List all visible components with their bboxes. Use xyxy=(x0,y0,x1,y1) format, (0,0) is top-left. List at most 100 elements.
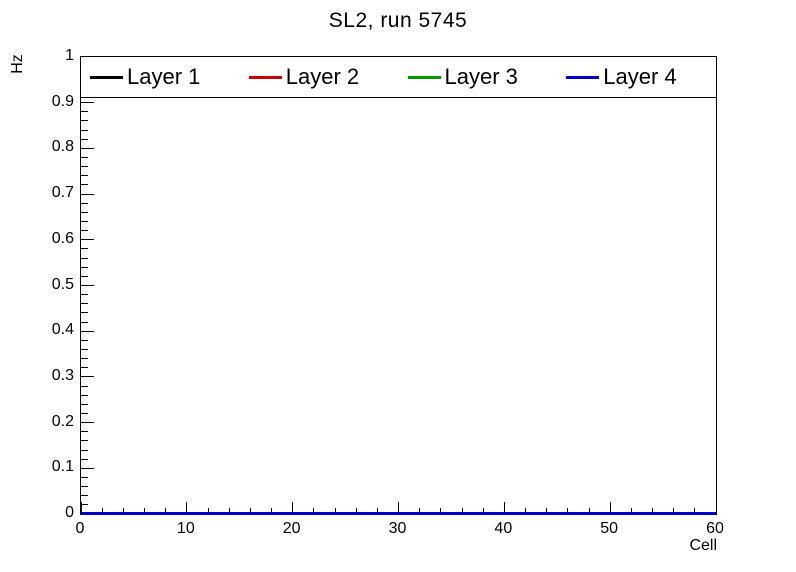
x-minor-tick xyxy=(271,508,272,514)
x-minor-tick xyxy=(249,508,251,514)
y-minor-tick xyxy=(81,339,88,341)
legend: Layer 1 Layer 2 Layer 3 Layer 4 xyxy=(80,56,717,98)
y-tick-label: 0.1 xyxy=(51,458,74,476)
y-major-tick xyxy=(81,376,94,378)
x-minor-tick xyxy=(482,508,484,514)
y-minor-tick xyxy=(81,358,88,360)
x-tick-label: 40 xyxy=(494,520,513,537)
legend-line-sample xyxy=(566,75,600,79)
y-minor-tick xyxy=(81,294,88,296)
y-minor-tick xyxy=(81,431,88,433)
x-minor-tick xyxy=(334,508,336,514)
x-minor-tick xyxy=(165,508,167,514)
x-tick-label: 50 xyxy=(600,520,619,537)
x-tick-label: 0 xyxy=(75,520,85,537)
x-minor-tick xyxy=(207,508,209,514)
legend-entry-layer-3: Layer 3 xyxy=(399,57,558,97)
y-major-tick xyxy=(81,422,94,424)
x-major-tick xyxy=(398,502,399,514)
x-tick-label: 10 xyxy=(176,520,195,537)
legend-line-sample xyxy=(248,75,282,79)
x-minor-tick xyxy=(673,508,675,514)
y-minor-tick xyxy=(81,275,88,277)
y-minor-tick xyxy=(81,321,88,323)
y-major-tick xyxy=(81,193,94,195)
y-minor-tick xyxy=(81,157,88,159)
legend-label: Layer 3 xyxy=(444,64,518,89)
x-minor-tick xyxy=(440,508,442,514)
x-axis-title: Cell xyxy=(689,537,717,554)
legend-entry-layer-1: Layer 1 xyxy=(81,57,240,97)
x-tick-label: 20 xyxy=(282,520,301,537)
legend-label: Layer 1 xyxy=(127,64,201,89)
x-major-tick xyxy=(186,502,188,514)
legend-line-sample xyxy=(407,75,441,79)
x-minor-tick xyxy=(228,508,230,514)
y-minor-tick xyxy=(81,476,88,478)
legend-label: Layer 2 xyxy=(285,64,360,89)
x-tick-label: 30 xyxy=(388,520,407,537)
legend-entry-layer-4: Layer 4 xyxy=(557,57,716,97)
y-minor-tick xyxy=(81,312,88,314)
x-minor-tick xyxy=(525,508,526,514)
x-major-tick xyxy=(715,502,717,514)
y-minor-tick xyxy=(81,458,88,460)
y-tick-label: 0.8 xyxy=(51,138,74,156)
x-tick-label: 60 xyxy=(706,520,724,537)
y-minor-tick xyxy=(81,412,88,414)
y-minor-tick xyxy=(81,120,88,122)
y-minor-tick xyxy=(81,202,88,204)
y-tick-label: 0.6 xyxy=(51,229,74,247)
legend-entry-layer-2: Layer 2 xyxy=(240,57,399,97)
y-minor-tick xyxy=(81,211,88,213)
y-minor-tick xyxy=(81,303,88,305)
y-minor-tick xyxy=(81,394,88,396)
y-minor-tick xyxy=(81,166,88,168)
y-major-tick xyxy=(81,147,94,149)
y-minor-tick xyxy=(81,266,88,268)
y-tick-label: 0.9 xyxy=(51,92,74,110)
y-tick-label: 0.7 xyxy=(51,184,74,202)
y-major-tick xyxy=(81,467,94,469)
y-minor-tick xyxy=(81,184,88,186)
y-major-tick xyxy=(81,330,94,332)
y-tick-label: 0.3 xyxy=(51,366,74,384)
y-minor-tick xyxy=(81,175,88,177)
y-minor-tick xyxy=(81,403,88,405)
y-minor-tick xyxy=(81,129,88,131)
y-tick-label: 0.5 xyxy=(51,275,74,293)
y-minor-tick xyxy=(81,504,88,506)
y-tick-label: 0 xyxy=(65,504,74,521)
plot-title: SL2, run 5745 xyxy=(328,9,468,32)
y-minor-tick xyxy=(81,221,88,223)
legend-line-sample xyxy=(90,75,123,79)
x-minor-tick xyxy=(355,508,357,514)
y-minor-tick xyxy=(81,486,88,488)
x-minor-tick xyxy=(144,508,145,514)
y-major-tick xyxy=(81,102,94,104)
legend-label: Layer 4 xyxy=(603,64,677,89)
x-minor-tick xyxy=(652,508,653,514)
x-minor-tick xyxy=(588,508,590,514)
y-minor-tick xyxy=(81,138,88,140)
x-minor-tick xyxy=(122,508,124,514)
series-line-layer-4 xyxy=(81,512,716,515)
y-minor-tick xyxy=(81,230,88,232)
x-minor-tick xyxy=(313,508,315,514)
y-minor-tick xyxy=(81,367,88,369)
x-minor-tick xyxy=(546,508,548,514)
x-major-tick xyxy=(292,502,294,514)
y-major-tick xyxy=(81,239,94,241)
y-minor-tick xyxy=(81,111,88,113)
x-minor-tick xyxy=(630,508,632,514)
x-minor-tick xyxy=(376,508,378,514)
y-minor-tick xyxy=(81,257,88,259)
y-minor-tick xyxy=(81,449,88,451)
x-minor-tick xyxy=(419,508,421,514)
y-major-tick xyxy=(81,285,94,286)
y-minor-tick xyxy=(81,440,88,442)
x-major-tick xyxy=(80,502,82,514)
plot-frame xyxy=(80,56,717,515)
y-minor-tick xyxy=(81,348,88,350)
